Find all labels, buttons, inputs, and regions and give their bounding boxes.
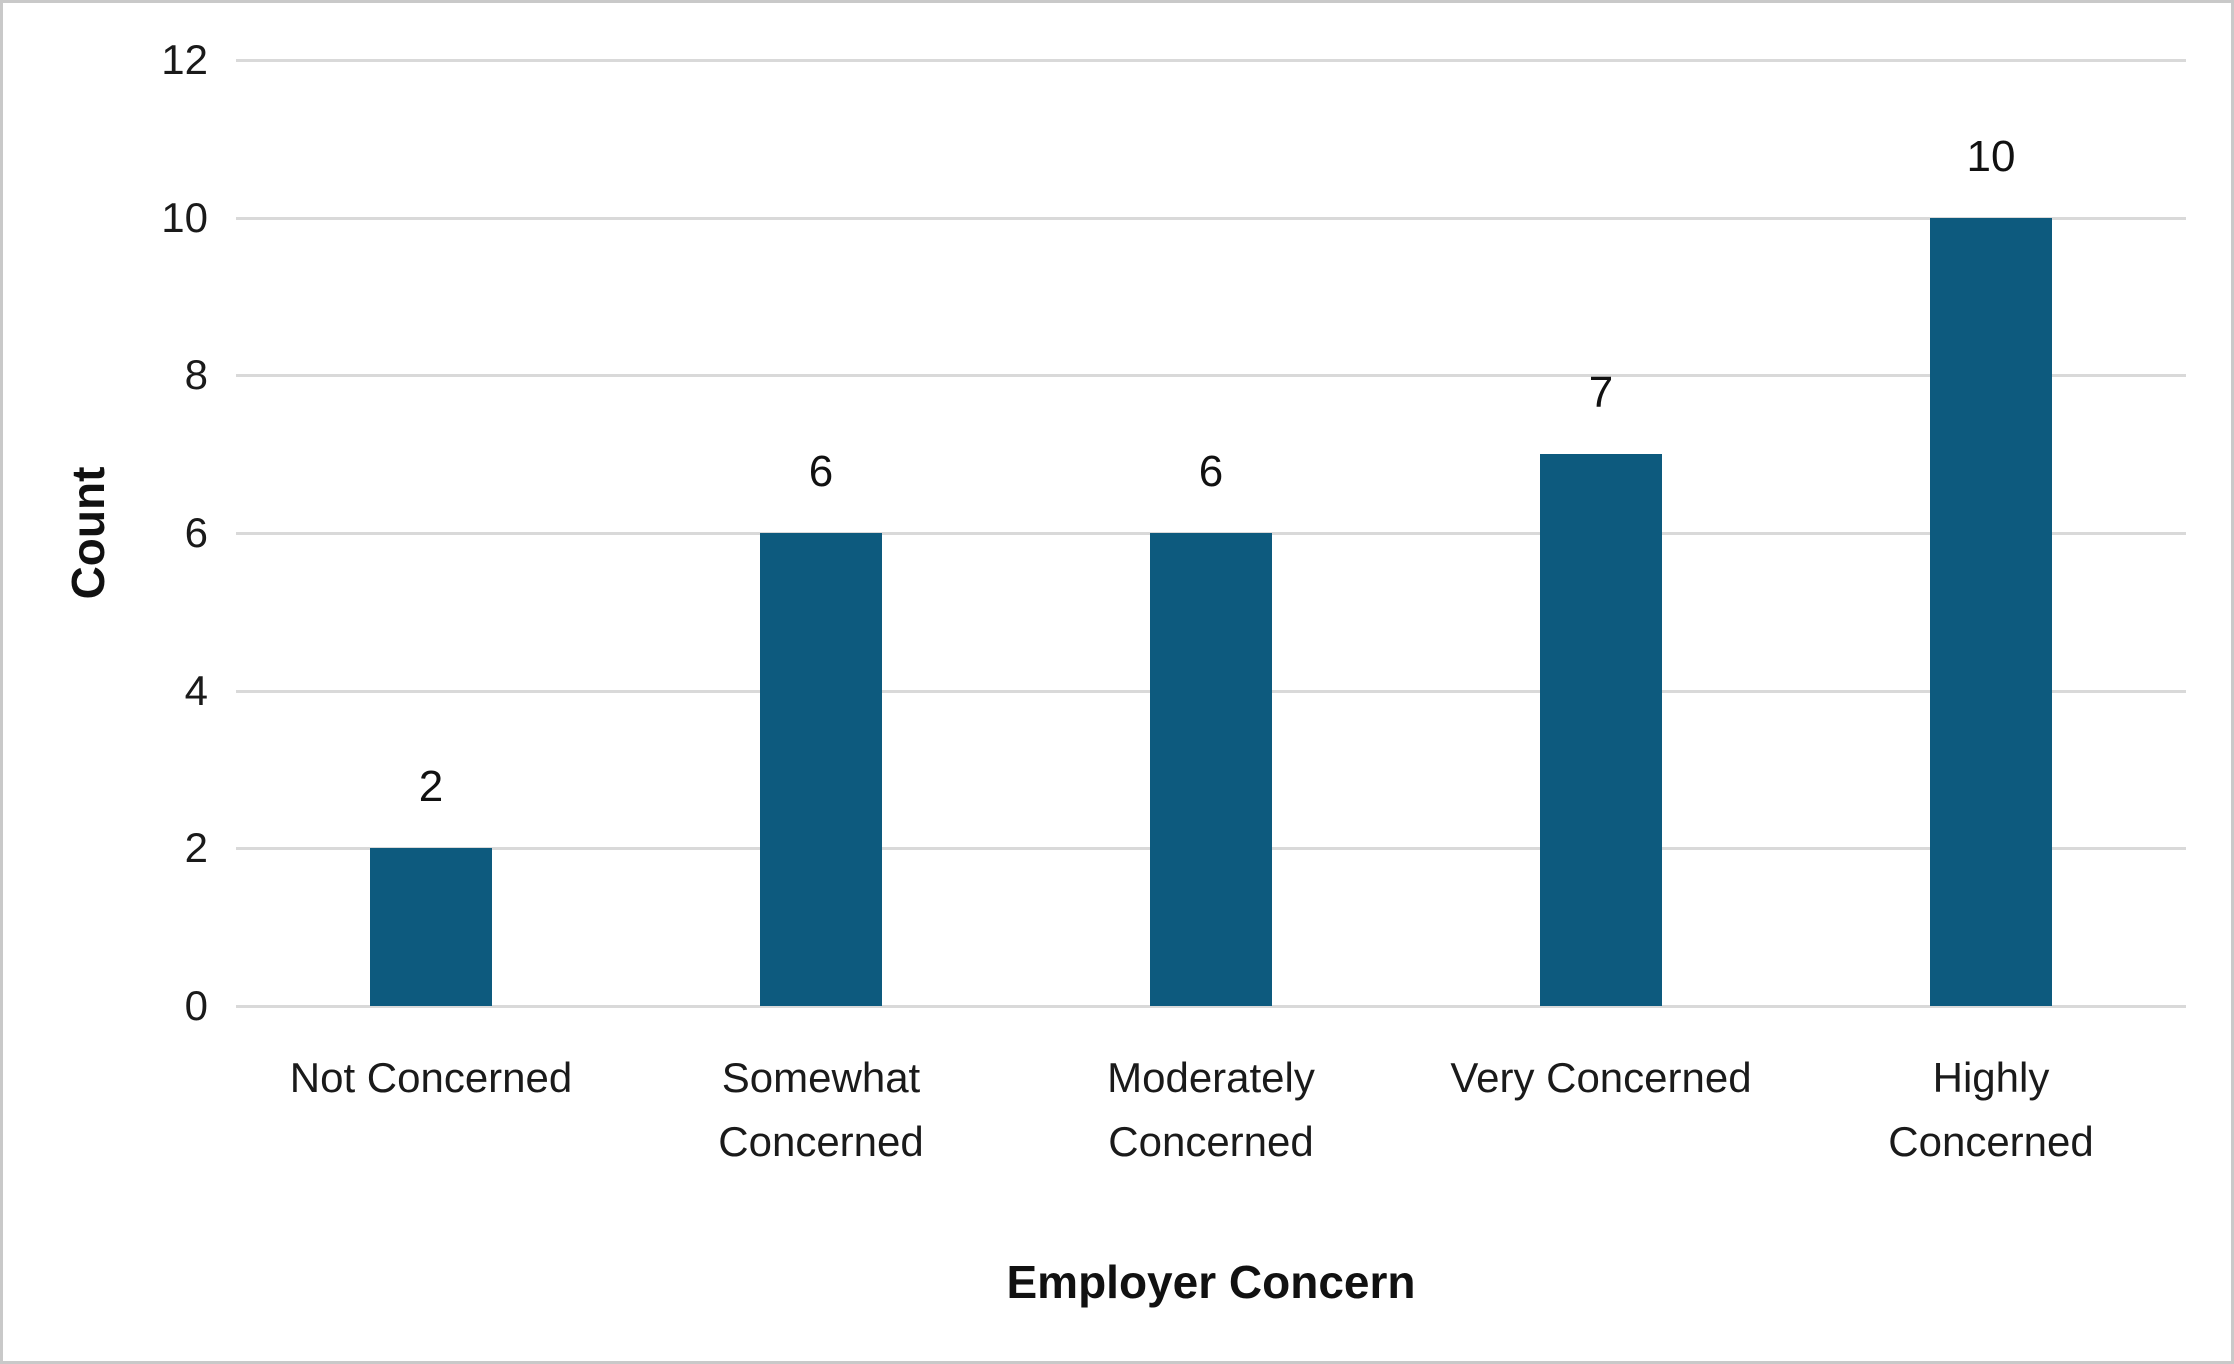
bar-value-label: 10 bbox=[1966, 131, 2016, 181]
gridline bbox=[236, 59, 2186, 62]
bar bbox=[370, 848, 492, 1006]
bar bbox=[760, 533, 882, 1006]
gridline bbox=[236, 374, 2186, 378]
bar-value-label: 2 bbox=[418, 762, 444, 812]
bar-value-label: 7 bbox=[1588, 368, 1614, 418]
bar-value-label: 6 bbox=[1198, 447, 1224, 496]
bar bbox=[1540, 454, 1662, 1006]
gridline bbox=[236, 216, 2186, 220]
x-category-label: Highly Concerned bbox=[1888, 1054, 2094, 1165]
y-tick-label: 6 bbox=[184, 509, 208, 556]
y-tick-label: 8 bbox=[184, 351, 208, 399]
bar-value-label: 6 bbox=[808, 447, 834, 496]
x-category-label: Not Concerned bbox=[289, 1054, 573, 1101]
bar bbox=[1930, 217, 2052, 1006]
y-tick-label: 12 bbox=[161, 36, 208, 83]
y-tick-label: 0 bbox=[184, 982, 208, 1029]
y-tick-label: 4 bbox=[184, 666, 208, 714]
y-tick-label: 2 bbox=[184, 824, 208, 872]
x-category-label: Somewhat Concerned bbox=[718, 1054, 924, 1165]
y-tick-label: 10 bbox=[161, 193, 208, 241]
plot-area: 2 6 6 7 10 bbox=[236, 59, 2186, 1008]
x-axis-title: Employer Concern bbox=[1006, 1256, 1416, 1308]
x-category-label: Moderately Concerned bbox=[1107, 1054, 1315, 1165]
x-category-label: Very Concerned bbox=[1450, 1054, 1752, 1101]
bar bbox=[1150, 533, 1272, 1006]
x-axis-line bbox=[236, 1005, 2186, 1008]
